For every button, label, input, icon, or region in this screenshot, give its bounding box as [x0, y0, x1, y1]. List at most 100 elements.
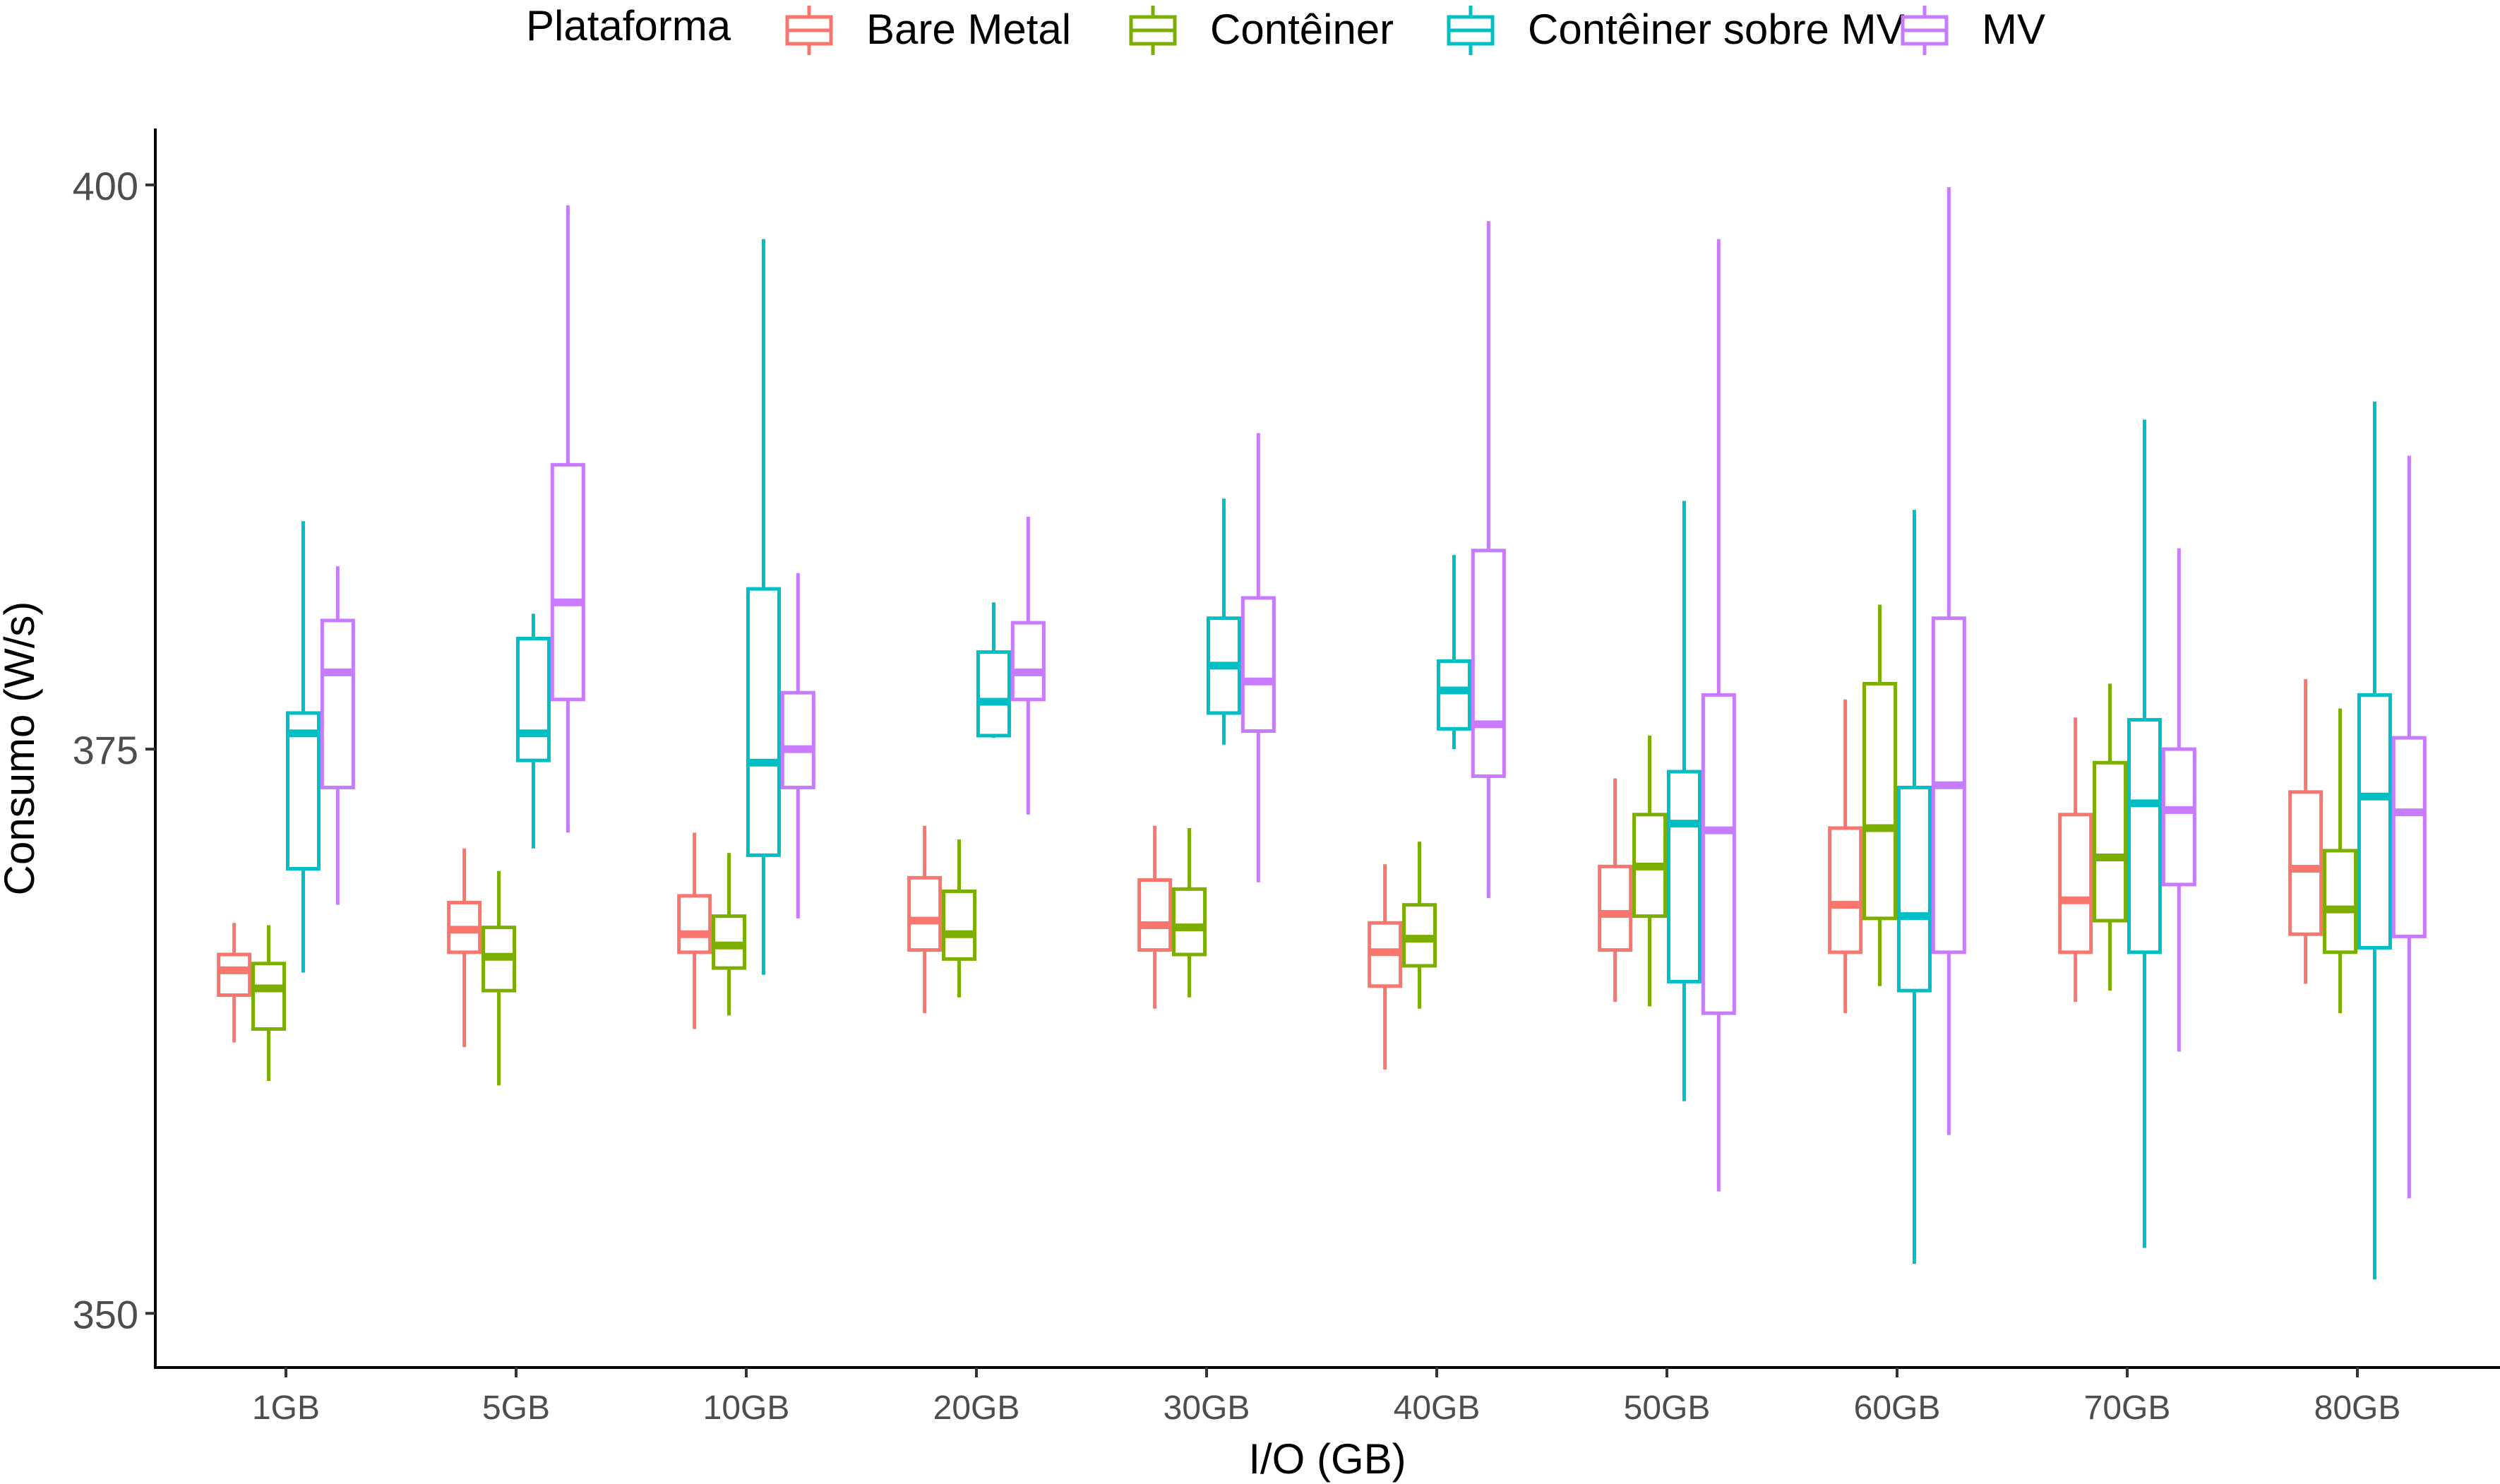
y-axis-title: Consumo (W/s): [0, 602, 43, 896]
iqr-box: [1828, 826, 1863, 955]
box-mv-10GB: [780, 573, 815, 918]
box-mv-20GB: [1010, 516, 1046, 815]
y-ticks: 350 375 400: [73, 164, 155, 1336]
legend-title: Plataforma: [526, 2, 731, 49]
y-tick-label: 400: [73, 164, 138, 208]
iqr-box: [780, 690, 815, 789]
iqr-box: [1137, 878, 1173, 952]
box-contêiner-40GB: [1402, 842, 1437, 1009]
box-contêiner-50GB: [1632, 735, 1668, 1007]
iqr-box: [2058, 813, 2093, 955]
iqr-box: [2288, 790, 2323, 936]
box-bare-metal-80GB: [2288, 679, 2323, 984]
box-contêiner-sobre-mv-1GB: [285, 521, 321, 973]
plot-area: [217, 187, 2427, 1280]
box-bare-metal-10GB: [677, 832, 712, 1029]
legend-label: Contêiner sobre MV: [1528, 6, 1905, 53]
iqr-box: [746, 587, 781, 857]
box-bare-metal-1GB: [217, 923, 252, 1043]
x-tick-label: 50GB: [1624, 1389, 1711, 1427]
legend-key: [1129, 6, 1177, 55]
legend-label: Contêiner: [1210, 6, 1394, 53]
iqr-box: [907, 875, 943, 952]
iqr-box: [550, 462, 585, 702]
iqr-box: [1862, 681, 1898, 921]
iqr-box: [515, 636, 551, 762]
x-tick-label: 5GB: [482, 1389, 550, 1427]
box-contêiner-sobre-mv-30GB: [1206, 498, 1241, 745]
iqr-box: [2323, 849, 2358, 955]
x-ticks: 1GB 5GB 10GB 20GB 30GB 40GB 50GB 60GB 70GB 80GB: [252, 1368, 2400, 1427]
box-contêiner-sobre-mv-80GB: [2357, 401, 2392, 1280]
box-contêiner-sobre-mv-5GB: [515, 614, 551, 849]
box-contêiner-sobre-mv-60GB: [1896, 510, 1932, 1264]
box-contêiner-5GB: [482, 870, 517, 1086]
x-tick-label: 1GB: [252, 1389, 320, 1427]
legend-item-mv: MV: [1901, 6, 2045, 55]
box-contêiner-sobre-mv-10GB: [746, 239, 781, 975]
box-contêiner-60GB: [1862, 604, 1898, 986]
iqr-box: [1471, 549, 1506, 778]
legend-item-contêiner: Contêiner: [1129, 6, 1394, 55]
box-bare-metal-50GB: [1598, 778, 1633, 1003]
box-contêiner-70GB: [2093, 683, 2128, 991]
iqr-box: [1666, 770, 1701, 983]
box-contêiner-80GB: [2323, 708, 2358, 1014]
x-tick-label: 40GB: [1394, 1389, 1481, 1427]
legend-item-bare-metal: Bare Metal: [785, 6, 1071, 55]
x-tick-label: 30GB: [1164, 1389, 1250, 1427]
box-mv-5GB: [550, 205, 585, 833]
x-tick-label: 80GB: [2314, 1389, 2401, 1427]
legend: Plataforma Bare Metal Contêiner Contêiner …: [526, 2, 2045, 55]
y-tick-label: 375: [73, 728, 138, 772]
legend-label: MV: [1982, 6, 2045, 53]
iqr-box: [320, 618, 355, 789]
legend-key: [785, 6, 833, 55]
legend-label: Bare Metal: [866, 6, 1071, 53]
box-mv-60GB: [1931, 187, 1966, 1135]
box-mv-50GB: [1701, 239, 1736, 1192]
box-mv-80GB: [2391, 455, 2427, 1199]
box-bare-metal-40GB: [1368, 864, 1403, 1070]
iqr-box: [942, 889, 977, 961]
iqr-box: [1436, 659, 1471, 731]
box-contêiner-30GB: [1172, 827, 1207, 998]
iqr-box: [2357, 693, 2392, 950]
box-bare-metal-20GB: [907, 825, 943, 1014]
box-contêiner-sobre-mv-50GB: [1666, 501, 1701, 1101]
box-contêiner-1GB: [251, 925, 287, 1082]
iqr-box: [285, 711, 321, 871]
x-tick-label: 70GB: [2084, 1389, 2171, 1427]
box-bare-metal-5GB: [447, 848, 482, 1048]
box-mv-40GB: [1471, 221, 1506, 899]
iqr-box: [2127, 718, 2162, 955]
box-contêiner-sobre-mv-40GB: [1436, 555, 1471, 750]
box-bare-metal-70GB: [2058, 717, 2093, 1003]
box-mv-30GB: [1240, 433, 1276, 882]
box-contêiner-10GB: [712, 853, 747, 1016]
x-tick-label: 10GB: [703, 1389, 790, 1427]
iqr-box: [251, 962, 287, 1031]
iqr-box: [1701, 693, 1736, 1015]
box-contêiner-sobre-mv-20GB: [976, 602, 1011, 738]
legend-item-contêiner-sobre-mv: Contêiner sobre MV: [1447, 6, 1905, 55]
iqr-box: [217, 952, 252, 998]
x-axis-title: I/O (GB): [1248, 1435, 1406, 1483]
iqr-box: [1240, 596, 1276, 734]
y-tick-label: 350: [73, 1292, 138, 1336]
iqr-box: [677, 894, 712, 955]
x-tick-label: 20GB: [933, 1389, 1020, 1427]
box-mv-70GB: [2161, 548, 2196, 1052]
box-bare-metal-30GB: [1137, 825, 1173, 1009]
iqr-box: [2161, 747, 2196, 887]
iqr-box: [1010, 621, 1046, 702]
box-mv-1GB: [320, 566, 355, 905]
iqr-box: [2093, 760, 2128, 923]
legend-key: [1447, 6, 1495, 55]
box-contêiner-sobre-mv-70GB: [2127, 419, 2162, 1248]
iqr-box: [1172, 887, 1207, 957]
box-contêiner-20GB: [942, 839, 977, 998]
x-tick-label: 60GB: [1854, 1389, 1941, 1427]
